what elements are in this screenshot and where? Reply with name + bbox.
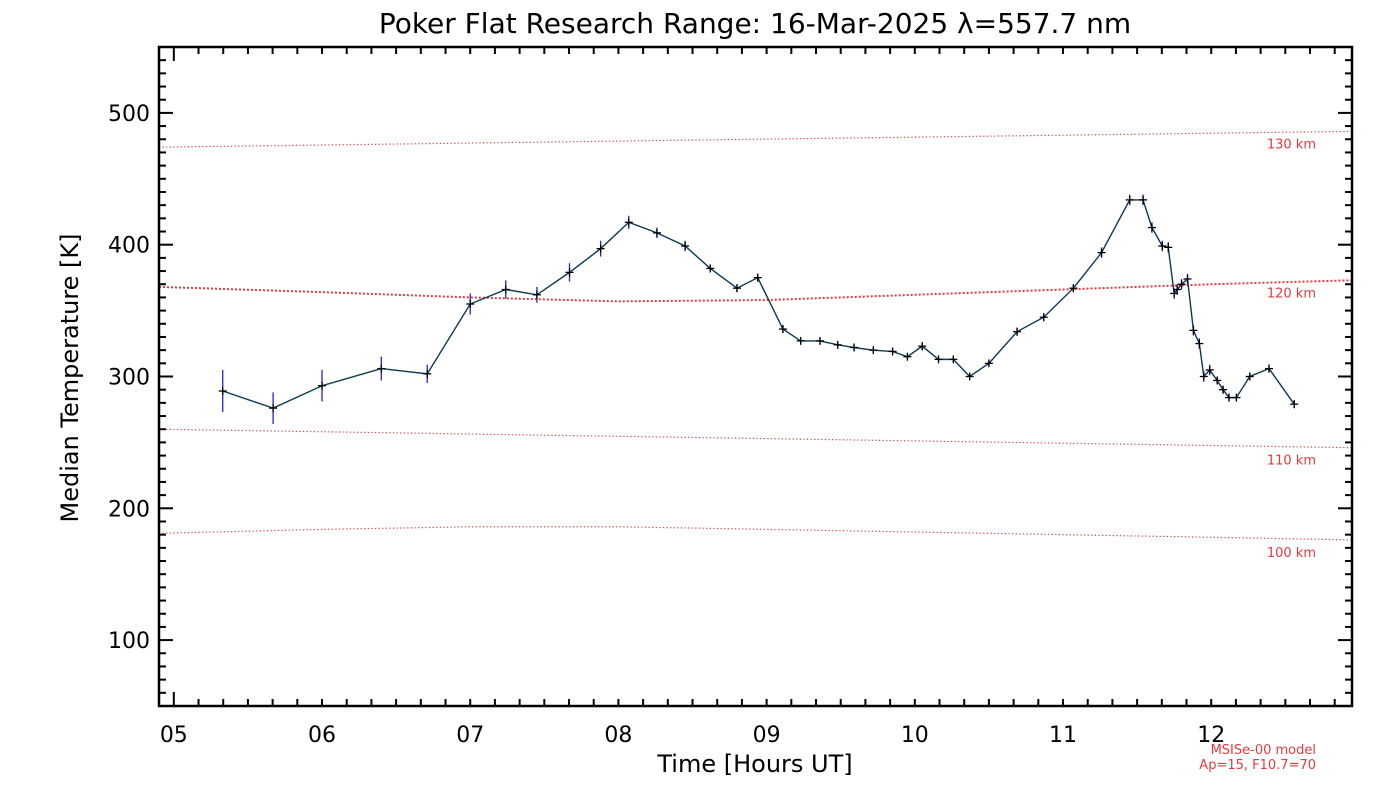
data-point — [501, 285, 510, 294]
data-point — [1205, 365, 1214, 374]
y-axis-label: Median Temperature [K] — [56, 233, 84, 522]
x-tick-label: 11 — [1049, 723, 1077, 748]
data-point — [269, 404, 278, 413]
data-point — [466, 300, 475, 309]
data-point — [965, 372, 974, 381]
data-point — [833, 340, 842, 349]
data-point — [596, 244, 605, 253]
data-point — [218, 386, 227, 395]
data-point — [1039, 313, 1048, 322]
data-point — [934, 355, 943, 364]
data-point — [903, 352, 912, 361]
data-point — [1139, 195, 1148, 204]
data-point — [1245, 372, 1254, 381]
y-tick-label: 200 — [108, 497, 150, 522]
model-note-line-1: MSISe-00 model — [1211, 743, 1316, 758]
data-point — [1213, 376, 1222, 385]
data-point — [1232, 393, 1241, 402]
axis-ticks: 05 06 07 08 09 10 11 12 100 200 300 400 500 — [108, 46, 1352, 748]
data-point — [1199, 372, 1208, 381]
series-layer — [218, 194, 1299, 424]
data-point — [753, 273, 762, 282]
data-point — [681, 242, 690, 251]
model-line-120-km — [158, 279, 1353, 303]
text-layer: Poker Flat Research Range: 16-Mar-2025 λ… — [56, 7, 1316, 778]
series-line — [222, 199, 1295, 409]
model-line-100-km — [158, 526, 1353, 541]
data-point — [1189, 326, 1198, 335]
data-point — [888, 347, 897, 356]
x-tick-label: 05 — [160, 723, 188, 748]
x-tick-label: 12 — [1197, 723, 1225, 748]
data-point — [423, 369, 432, 378]
y-tick-label: 400 — [108, 234, 150, 259]
x-axis-label: Time [Hours UT] — [656, 750, 852, 778]
data-point — [1013, 327, 1022, 336]
y-tick-label: 300 — [108, 366, 150, 391]
data-point — [778, 325, 787, 334]
model-line-130-km — [158, 130, 1353, 148]
data-point — [984, 359, 993, 368]
data-point — [869, 346, 878, 355]
data-point — [1097, 248, 1106, 257]
model-line-label: 110 km — [1267, 454, 1316, 469]
x-tick-label: 09 — [753, 723, 781, 748]
data-point — [918, 342, 927, 351]
data-point — [1195, 339, 1204, 348]
data-point — [565, 268, 574, 277]
data-point — [1125, 195, 1134, 204]
x-tick-label: 10 — [901, 723, 929, 748]
model-line-label: 130 km — [1267, 137, 1316, 152]
y-tick-label: 500 — [108, 102, 150, 127]
data-point — [652, 228, 661, 237]
data-point — [1183, 274, 1192, 283]
model-note-line-2: Ap=15, F10.7=70 — [1199, 758, 1316, 773]
data-point — [732, 284, 741, 293]
data-point — [850, 343, 859, 352]
data-point — [706, 264, 715, 273]
data-point — [1173, 285, 1182, 294]
model-lines: 130 km 120 km 110 km 100 km — [158, 130, 1353, 561]
x-tick-label: 08 — [604, 723, 632, 748]
data-point — [1219, 385, 1228, 394]
data-point — [949, 355, 958, 364]
model-line-110-km — [158, 428, 1353, 449]
y-tick-label: 100 — [108, 629, 150, 654]
data-point — [532, 290, 541, 299]
data-point — [1164, 243, 1173, 252]
model-line-label: 120 km — [1267, 286, 1316, 301]
data-point — [1177, 280, 1186, 289]
data-point — [318, 381, 327, 390]
chart-title: Poker Flat Research Range: 16-Mar-2025 λ… — [379, 7, 1131, 40]
data-point — [377, 364, 386, 373]
data-point — [1290, 400, 1299, 409]
data-point — [1224, 393, 1233, 402]
data-point — [1265, 364, 1274, 373]
data-point — [624, 218, 633, 227]
plot-frame — [157, 45, 1354, 708]
data-point — [1069, 284, 1078, 293]
data-point — [1147, 223, 1156, 232]
data-point — [1158, 242, 1167, 251]
data-point — [796, 336, 805, 345]
data-point — [815, 336, 824, 345]
model-line-label: 100 km — [1267, 546, 1316, 561]
x-tick-label: 06 — [308, 723, 336, 748]
x-tick-label: 07 — [456, 723, 484, 748]
